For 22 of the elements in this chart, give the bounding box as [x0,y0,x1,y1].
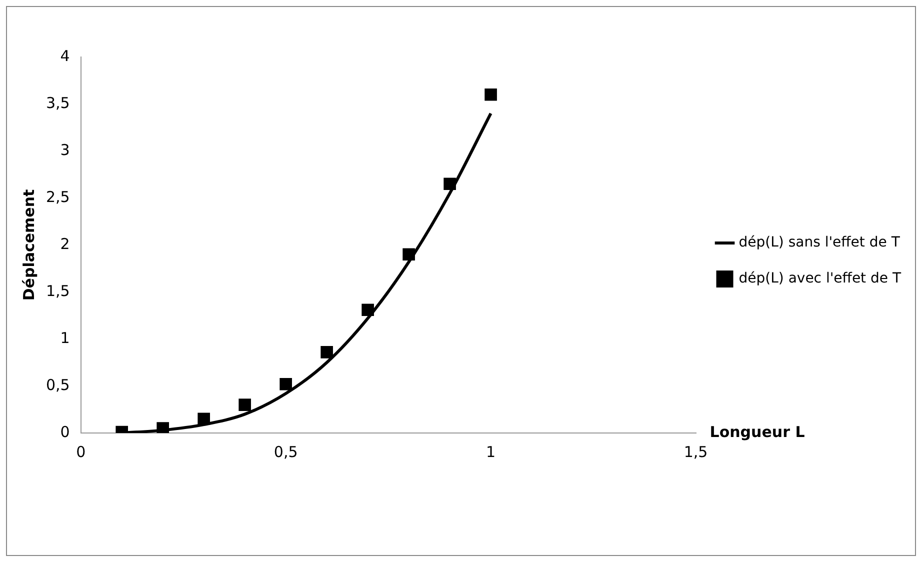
y-tick-label: 2,5 [46,188,70,206]
x-tick-label: 0,5 [274,442,298,461]
y-tick-label: 1 [60,328,70,347]
legend-label: dép(L) avec l'effet de T [738,270,902,287]
x-tick-label: 0 [76,442,86,461]
y-tick-label: 3,5 [46,94,70,112]
y-tick-label: 2 [60,234,70,253]
x-tick-label: 1 [486,442,496,461]
point [320,346,333,358]
point [362,304,374,316]
y-tick-label: 3 [60,140,70,159]
y-tick-label: 4 [60,46,70,65]
y-tick-label: 1,5 [46,282,70,300]
legend-label: dép(L) sans l'effet de T [738,234,900,251]
y-tick-label: 0,5 [46,376,70,394]
point [280,378,292,390]
point [484,88,497,101]
y-axis-title: Déplacement [20,189,38,301]
y-tick-label: 0 [60,422,70,441]
x-tick-label: 1,5 [684,442,708,461]
x-axis-title: Longueur L [710,422,806,441]
point [238,398,251,411]
